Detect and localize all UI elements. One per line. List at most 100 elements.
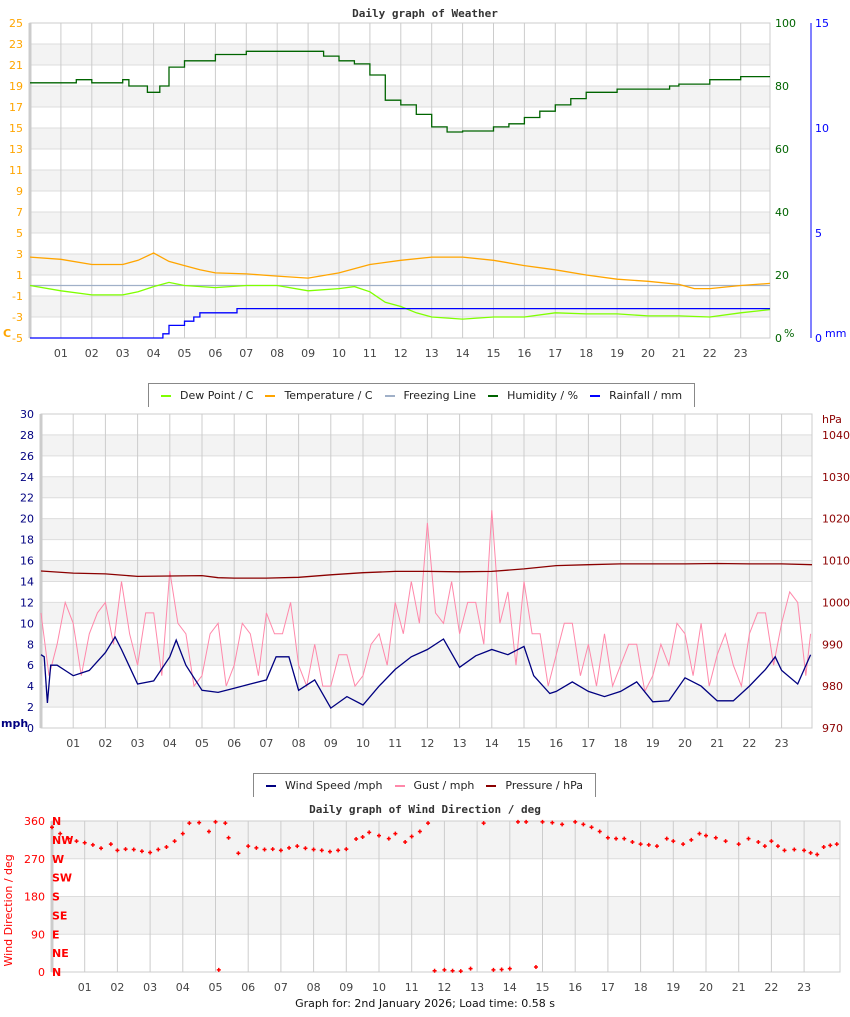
wind-direction-point — [589, 825, 594, 830]
y-tick-label-left: 2 — [27, 701, 34, 714]
y-tick-label-right: 980 — [822, 680, 843, 693]
y-tick-label-left: 4 — [27, 680, 34, 693]
wind-direction-point — [654, 844, 659, 849]
x-tick-label: 20 — [699, 981, 713, 994]
x-tick-label: 03 — [131, 737, 145, 750]
wind-direction-point — [689, 837, 694, 842]
legend-swatch — [394, 784, 405, 787]
grid-band — [41, 476, 812, 498]
legend-item: Dew Point / C — [161, 389, 253, 402]
grid-band — [30, 128, 770, 149]
x-tick-label: 18 — [634, 981, 648, 994]
x-tick-label: 19 — [610, 347, 624, 360]
x-tick-label: 06 — [241, 981, 255, 994]
wind-direction-point — [581, 822, 586, 827]
legend-item: Freezing Line — [384, 389, 477, 402]
y-tick-label-left: 20 — [20, 513, 34, 526]
wind-direction-point — [50, 825, 54, 830]
y-tick-label-left: 7 — [16, 206, 23, 219]
legend-label: Freezing Line — [403, 389, 477, 402]
wind-direction-point — [697, 831, 702, 836]
y-tick-label-left: 28 — [20, 429, 34, 442]
wind-direction-point — [236, 851, 241, 856]
wind-direction-point — [775, 844, 780, 849]
wind-direction-point — [704, 833, 708, 838]
y-tick-label-left: 23 — [9, 38, 23, 51]
wind-direction-point — [834, 842, 839, 847]
x-tick-label: 15 — [487, 347, 501, 360]
wind-direction-point — [148, 850, 153, 855]
wind-direction-point — [762, 844, 767, 849]
x-tick-label: 01 — [78, 981, 92, 994]
legend-swatch — [486, 784, 497, 787]
wind-direction-point — [254, 845, 259, 850]
chart-title: Daily graph of Weather — [352, 7, 498, 20]
wind-direction-point — [139, 849, 144, 854]
x-tick-label: 11 — [388, 737, 402, 750]
rainfall-unit-label: mm — [825, 327, 846, 340]
grid-band — [30, 170, 770, 191]
chart-2: 01 02 03 04 05 06 07 08 09 10 11 12 13 14 15 16 17 18 19 20… — [2, 803, 841, 994]
wind-direction-point — [681, 842, 686, 847]
x-tick-label: 05 — [195, 737, 209, 750]
y-tick-label-left: 19 — [9, 80, 23, 93]
x-tick-label: 01 — [66, 737, 80, 750]
x-tick-label: 14 — [503, 981, 517, 994]
wind-direction-point — [792, 847, 797, 852]
wind-unit-label: mph — [1, 717, 28, 730]
y-tick-label-left: 22 — [20, 492, 34, 505]
wind-direction-point — [533, 964, 538, 969]
y-tick-label-left: 270 — [24, 853, 45, 866]
wind-direction-point — [573, 819, 578, 824]
legend-swatch — [488, 394, 499, 397]
compass-label: NW — [52, 834, 73, 847]
x-tick-label: 21 — [732, 981, 746, 994]
legend-label: Rainfall / mm — [609, 389, 683, 402]
wind-direction-point — [802, 848, 807, 853]
x-tick-label: 14 — [456, 347, 470, 360]
x-tick-label: 11 — [363, 347, 377, 360]
wind-direction-point — [197, 820, 202, 825]
x-tick-label: 12 — [394, 347, 408, 360]
x-tick-label: 13 — [470, 981, 484, 994]
temperature-unit-label: C — [3, 327, 11, 340]
wind-direction-point — [66, 836, 71, 841]
y-tick-label-left: 8 — [27, 638, 34, 651]
y-tick-label-right: 40 — [775, 206, 789, 219]
x-tick-label: 17 — [601, 981, 615, 994]
legend-swatch — [265, 394, 276, 397]
series-line-rainfall-mm — [30, 307, 770, 339]
y-tick-label-left: 21 — [9, 59, 23, 72]
wind-direction-point — [99, 846, 104, 851]
x-tick-label: 08 — [270, 347, 284, 360]
wind-direction-point — [481, 821, 486, 826]
compass-label: SE — [52, 909, 67, 922]
legend-swatch — [161, 394, 171, 397]
weather-legend: Dew Point / C Temperature / C Freezing Lin… — [148, 383, 696, 407]
wind-direction-point — [524, 819, 529, 824]
x-tick-label: 20 — [678, 737, 692, 750]
wind-direction-point — [226, 835, 231, 840]
wind-direction-point — [74, 839, 79, 844]
wind-direction-point — [90, 842, 95, 847]
wind-direction-point — [213, 819, 218, 824]
wind-direction-point — [246, 844, 251, 849]
series-line-pressure-hpa — [40, 562, 813, 579]
wind-direction-point — [223, 821, 228, 826]
wind-direction-point — [386, 836, 391, 841]
x-tick-label: 15 — [517, 737, 531, 750]
y-tick-label-left: 18 — [20, 534, 34, 547]
x-tick-label: 17 — [581, 737, 595, 750]
wind-direction-point — [808, 850, 813, 855]
x-tick-label: 06 — [227, 737, 241, 750]
x-tick-label: 13 — [453, 737, 467, 750]
legend-label: Wind Speed /mph — [285, 779, 383, 792]
x-tick-label: 18 — [579, 347, 593, 360]
wind-direction-point — [336, 848, 341, 853]
x-tick-label: 12 — [420, 737, 434, 750]
pressure-unit-label: hPa — [822, 413, 842, 426]
wind-direction-point — [206, 829, 211, 834]
wind-direction-point — [468, 966, 473, 971]
grid-band — [41, 434, 812, 456]
compass-label: NE — [52, 947, 69, 960]
